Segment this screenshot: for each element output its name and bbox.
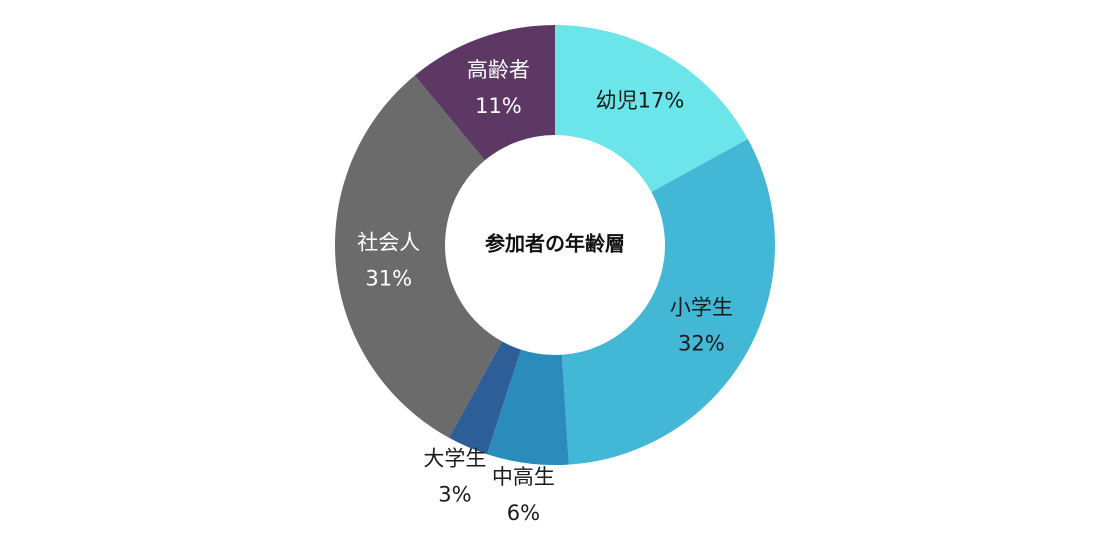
- slice-2: [487, 349, 569, 465]
- slice-label-value-1: 32%: [678, 331, 725, 355]
- slice-label-5: 高齢者 11%: [467, 58, 530, 118]
- slice-0: [555, 25, 748, 193]
- slice-label-name-2: 中高生: [492, 465, 555, 489]
- slice-1: [561, 139, 775, 465]
- slice-label-1: 小学生 32%: [670, 295, 733, 355]
- slice-label-value-5: 11%: [475, 94, 522, 118]
- chart-title: 参加者の年齢層: [485, 232, 625, 256]
- slice-label-2: 中高生 6%: [492, 465, 555, 525]
- slice-label-name-3: 大学生: [423, 446, 486, 470]
- slice-3: [449, 341, 522, 455]
- slice-label-value-2: 6%: [507, 501, 540, 525]
- slice-label-3: 大学生 3%: [423, 446, 486, 506]
- slice-label-name-4: 社会人: [357, 231, 420, 255]
- labels-group: 幼児17% 小学生 32% 中高生 6% 大学生 3% 社会人 31% 高齢者 11%: [357, 58, 733, 525]
- slice-label-value-4: 31%: [365, 267, 412, 291]
- slice-label-name-1: 小学生: [670, 295, 733, 319]
- slice-label-4: 社会人 31%: [357, 231, 420, 291]
- slice-4: [335, 75, 503, 438]
- slice-label-value-3: 3%: [438, 482, 471, 506]
- slice-5: [414, 25, 555, 161]
- slice-label-0: 幼児17%: [596, 88, 685, 112]
- slice-label-name-5: 高齢者: [467, 58, 530, 82]
- slice-label-text-0: 幼児17%: [596, 88, 685, 112]
- slices-group: [335, 25, 775, 465]
